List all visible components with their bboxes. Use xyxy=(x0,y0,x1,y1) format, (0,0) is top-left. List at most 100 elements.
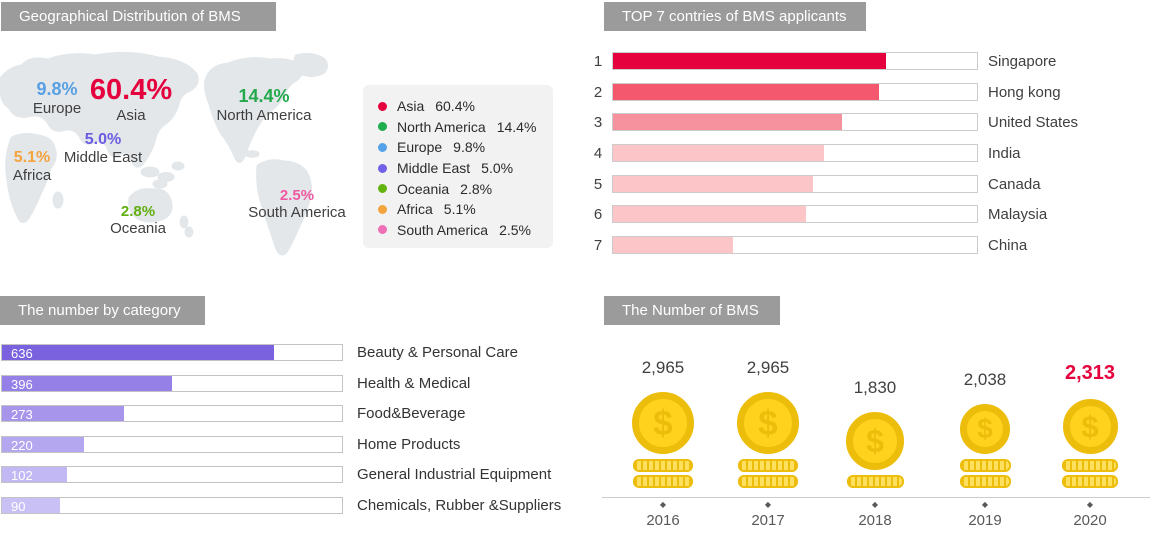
bar-fill: 273 xyxy=(2,406,125,422)
africa-name: Africa xyxy=(12,167,52,185)
coin-column-2019: 2,038 $ xyxy=(933,340,1037,488)
year-tick-2016: ◆ 2016 xyxy=(618,500,708,529)
category-label: Food&Beverage xyxy=(357,405,466,422)
dollar-sign: $ xyxy=(1081,409,1099,444)
legend-dot-icon xyxy=(378,122,387,132)
diamond-marker-icon: ◆ xyxy=(981,500,989,509)
year-tick-2018: ◆ 2018 xyxy=(830,500,920,529)
diamond-marker-icon: ◆ xyxy=(871,500,879,509)
coin-column-2017: 2,965 $ xyxy=(716,340,820,488)
bar-track xyxy=(612,175,978,193)
top7-row: 7 China xyxy=(584,236,1027,254)
legend-item-europe: Europe 9.8% xyxy=(378,137,553,158)
legend-dot-icon xyxy=(378,101,387,111)
legend-label: Asia xyxy=(397,98,425,115)
map-label-europe: 9.8% Europe xyxy=(18,79,96,117)
value-label: 2,965 xyxy=(746,358,790,377)
map-label-oceania: 2.8% Oceania xyxy=(103,203,173,238)
bar-track: 90 xyxy=(1,497,343,514)
category-label: General Industrial Equipment xyxy=(357,466,552,483)
year-tick-2017: ◆ 2017 xyxy=(723,500,813,529)
country-label: Hong kong xyxy=(988,83,1061,101)
legend-item-africa: Africa 5.1% xyxy=(378,199,553,220)
bar-track xyxy=(612,52,978,70)
legend-pct: 9.8% xyxy=(453,139,486,156)
bar-track xyxy=(612,236,978,254)
legend-label: Africa xyxy=(397,201,433,218)
bar-fill xyxy=(613,145,825,161)
africa-pct: 5.1% xyxy=(13,149,51,166)
diamond-marker-icon: ◆ xyxy=(1086,500,1094,509)
rank-label: 4 xyxy=(593,144,603,162)
legend-pct: 5.1% xyxy=(443,201,476,218)
dollar-coin-icon: $ xyxy=(846,412,904,470)
diamond-marker-icon: ◆ xyxy=(764,500,772,509)
legend-dot-icon xyxy=(378,163,387,173)
category-label: Beauty & Personal Care xyxy=(357,344,518,361)
bar-fill: 396 xyxy=(2,376,172,392)
category-row: 636 Beauty & Personal Care xyxy=(1,344,518,361)
coin-column-2016: 2,965 $ xyxy=(611,340,715,488)
coin-stack-icon xyxy=(633,459,693,472)
dollar-coin-icon: $ xyxy=(960,404,1010,454)
country-label: Singapore xyxy=(988,52,1057,70)
legend-label: Middle East xyxy=(397,160,471,177)
bar-track xyxy=(612,113,978,131)
year-label: 2017 xyxy=(751,512,785,529)
top7-row: 4 India xyxy=(584,144,1021,162)
south-america-pct: 2.5% xyxy=(279,187,315,204)
legend-label: Europe xyxy=(397,139,443,156)
category-row: 273 Food&Beverage xyxy=(1,405,465,422)
category-label: Chemicals, Rubber &Suppliers xyxy=(357,497,562,514)
coin-column-2018: 1,830 $ xyxy=(823,340,927,488)
coin-column-2020: 2,313 $ xyxy=(1038,340,1142,488)
rank-label: 6 xyxy=(593,205,603,223)
bar-fill xyxy=(613,114,843,130)
bar-track: 396 xyxy=(1,375,343,392)
coin-stack-icon xyxy=(1062,459,1118,472)
legend-label: North America xyxy=(397,118,486,135)
middle-east-pct: 5.0% xyxy=(84,131,122,148)
number-panel-title: The Number of BMS xyxy=(604,296,780,325)
bar-track: 220 xyxy=(1,436,343,453)
dollar-sign: $ xyxy=(653,403,673,443)
middle-east-name: Middle East xyxy=(63,149,143,167)
legend-pct: 2.5% xyxy=(499,221,531,238)
bar-track: 273 xyxy=(1,405,343,422)
legend-item-oceania: Oceania 2.8% xyxy=(378,178,553,199)
category-row: 102 General Industrial Equipment xyxy=(1,466,551,483)
dollar-coin-icon: $ xyxy=(737,392,799,454)
legend-item-south-america: South America 2.5% xyxy=(378,220,553,241)
world-map xyxy=(0,51,329,256)
legend-pct: 14.4% xyxy=(496,118,537,135)
map-label-south-america: 2.5% South America xyxy=(240,187,354,222)
north-america-name: North America xyxy=(216,106,312,124)
legend-item-asia: Asia 60.4% xyxy=(378,96,553,117)
map-label-middle-east: 5.0% Middle East xyxy=(62,131,144,167)
country-label: India xyxy=(988,144,1021,162)
category-label: Health & Medical xyxy=(357,375,471,392)
legend-label: South America xyxy=(397,221,489,238)
legend-dot-icon xyxy=(378,184,387,194)
legend-item-north-america: North America 14.4% xyxy=(378,117,553,138)
legend-label: Oceania xyxy=(397,180,450,197)
value-label: 2,965 xyxy=(641,358,685,377)
geo-legend: Asia 60.4% North America 14.4% Europe 9.… xyxy=(363,85,553,248)
asia-pct: 60.4% xyxy=(89,74,173,106)
coin-stack-icon xyxy=(738,475,798,488)
europe-name: Europe xyxy=(32,99,82,117)
oceania-name: Oceania xyxy=(110,220,166,238)
geo-panel-title: Geographical Distribution of BMS xyxy=(1,2,276,31)
dollar-coin-icon: $ xyxy=(1062,399,1118,454)
coin-stack-icon xyxy=(1062,475,1118,488)
dollar-sign: $ xyxy=(977,413,993,444)
top7-row: 1 Singapore xyxy=(584,52,1056,70)
bar-fill: 636 xyxy=(2,345,274,361)
rank-label: 7 xyxy=(593,236,603,254)
value-label: 2,313 xyxy=(1064,362,1116,384)
bar-track: 636 xyxy=(1,344,343,361)
top7-row: 5 Canada xyxy=(584,175,1041,193)
rank-label: 1 xyxy=(593,52,603,70)
map-label-north-america: 14.4% North America xyxy=(203,86,325,124)
bar-track xyxy=(612,144,978,162)
